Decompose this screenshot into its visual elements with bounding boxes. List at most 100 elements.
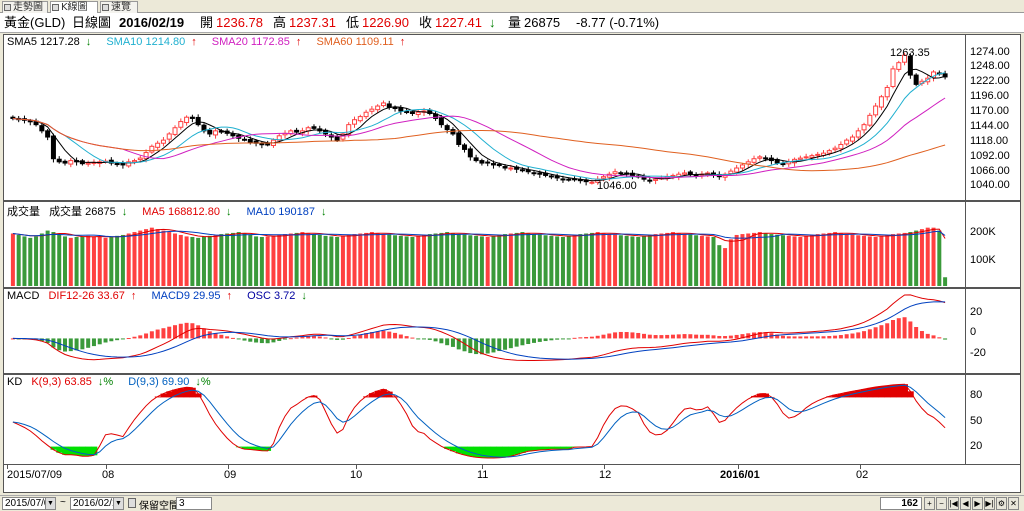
date-label: 11 (477, 469, 489, 481)
zoom-out-button[interactable]: − (936, 497, 947, 510)
dif-line (12, 294, 946, 361)
volume-bar (369, 232, 374, 286)
kd-overbought-fill (837, 393, 845, 398)
osc-bar (387, 331, 392, 339)
volume-legend-value: 成交量 26875 ↓ (49, 206, 128, 218)
candle (855, 130, 861, 138)
volume-bar (138, 230, 143, 286)
volume-bar (618, 235, 623, 286)
kd-chart (12, 383, 946, 459)
osc-bar (369, 332, 374, 339)
osc-bar (86, 338, 91, 348)
volume-bar (636, 237, 641, 286)
volume-bar (543, 235, 548, 286)
volume-bar (103, 237, 108, 286)
dropdown-icon[interactable]: ▼ (45, 498, 55, 509)
osc-bar (190, 323, 195, 339)
dropdown-icon[interactable]: ▼ (113, 498, 123, 509)
osc-bar (178, 323, 183, 339)
kd-overbought-fill (843, 392, 851, 398)
osc-bar (885, 323, 890, 339)
close-button[interactable]: ✕ (1008, 497, 1019, 510)
zoom-in-button[interactable]: + (924, 497, 935, 510)
tab-kline[interactable]: K線圖 (50, 1, 98, 13)
osc-bar (798, 336, 803, 339)
osc-bar (572, 337, 577, 339)
open-value: 1236.78 (216, 15, 263, 30)
candle (907, 55, 913, 76)
date-tick (482, 465, 483, 469)
d-legend: D(9,3) 69.90 ↓% (128, 376, 211, 388)
start-date-picker[interactable]: 2015/07/09 ▼ (2, 497, 56, 510)
osc-bar (317, 336, 322, 339)
kd-oversold-fill (461, 446, 468, 456)
volume-bar (479, 236, 484, 286)
candle (363, 111, 369, 118)
reserve-checkbox[interactable] (128, 498, 136, 508)
candle (519, 169, 525, 172)
osc-bar (850, 333, 855, 339)
volume-bar (364, 232, 369, 286)
candle (178, 121, 184, 128)
volume-bar (155, 229, 160, 286)
osc-bar (653, 335, 658, 339)
volume-panel[interactable]: 成交量 成交量 26875 ↓ MA5 168812.80 ↓ MA10 19018… (3, 201, 1021, 288)
price-panel[interactable]: SMA5 1217.28 ↓ SMA10 1214.80 ↑ SMA20 1172.… (3, 34, 1021, 201)
sma10-line (12, 72, 946, 180)
osc-bar (242, 338, 247, 341)
volume-bar (723, 248, 728, 286)
first-page-button[interactable]: |◀ (948, 497, 959, 510)
end-date-picker[interactable]: 2016/02/19 ▼ (70, 497, 124, 510)
prev-button[interactable]: ◀ (960, 497, 971, 510)
candle (496, 163, 502, 167)
candle (757, 156, 763, 159)
tab-trend[interactable]: 走勢圖 (2, 1, 48, 13)
macd-axis: 20 0 -20 (965, 289, 1020, 373)
volume-bar (642, 235, 647, 286)
volume-bar (201, 236, 206, 286)
volume-bar (566, 235, 571, 286)
period-label: 日線圖 (72, 15, 112, 30)
last-page-button[interactable]: ▶| (984, 497, 995, 510)
volume-bar (937, 230, 942, 286)
candle (502, 166, 508, 169)
kd-oversold-fill (548, 446, 555, 450)
next-button[interactable]: ▶ (972, 497, 983, 510)
reserve-value-field[interactable]: 3 (176, 497, 212, 510)
sma20-line (12, 97, 946, 179)
osc-bar (705, 334, 710, 339)
kd-oversold-fill (560, 446, 567, 450)
volume-bar (317, 234, 322, 286)
bar-count-field[interactable]: 162 (880, 497, 922, 510)
volume-bar (919, 229, 924, 286)
volume-bar (734, 234, 739, 286)
settings-button[interactable]: ⚙ (996, 497, 1007, 510)
dif-legend: DIF12-26 33.67 ↑ (48, 290, 137, 302)
kd-panel[interactable]: KD K(9,3) 63.85 ↓% D(9,3) 69.90 ↓% 80 50 2… (3, 374, 1021, 465)
osc-bar (80, 338, 85, 350)
osc-bar (734, 334, 739, 339)
candle (682, 172, 688, 175)
candle (531, 172, 537, 175)
volume-bar (74, 237, 79, 286)
kd-oversold-fill (79, 446, 86, 457)
kd-oversold-fill (502, 446, 509, 458)
osc-bar (155, 329, 160, 339)
macd-panel[interactable]: MACD DIF12-26 33.67 ↑ MACD9 29.95 ↑ OSC 3.… (3, 288, 1021, 374)
kd-axis: 80 50 20 (965, 375, 1020, 464)
volume-bar (22, 236, 27, 286)
kd-overbought-fill (762, 393, 770, 398)
volume-bar (728, 239, 733, 286)
osc-bar (335, 338, 340, 340)
candle (126, 161, 132, 167)
sma5-legend: SMA5 1217.28 ↓ (7, 36, 92, 48)
quote-date: 2016/02/19 (119, 15, 185, 30)
osc-bar (381, 330, 386, 339)
kd-overbought-fill (866, 387, 874, 398)
osc-bar (230, 337, 235, 339)
volume-tick: 100K (970, 254, 996, 266)
volume-bar (827, 232, 832, 286)
volume-bar (757, 232, 762, 286)
tab-overview[interactable]: 速覽 (100, 1, 138, 13)
osc-bar (827, 336, 832, 339)
